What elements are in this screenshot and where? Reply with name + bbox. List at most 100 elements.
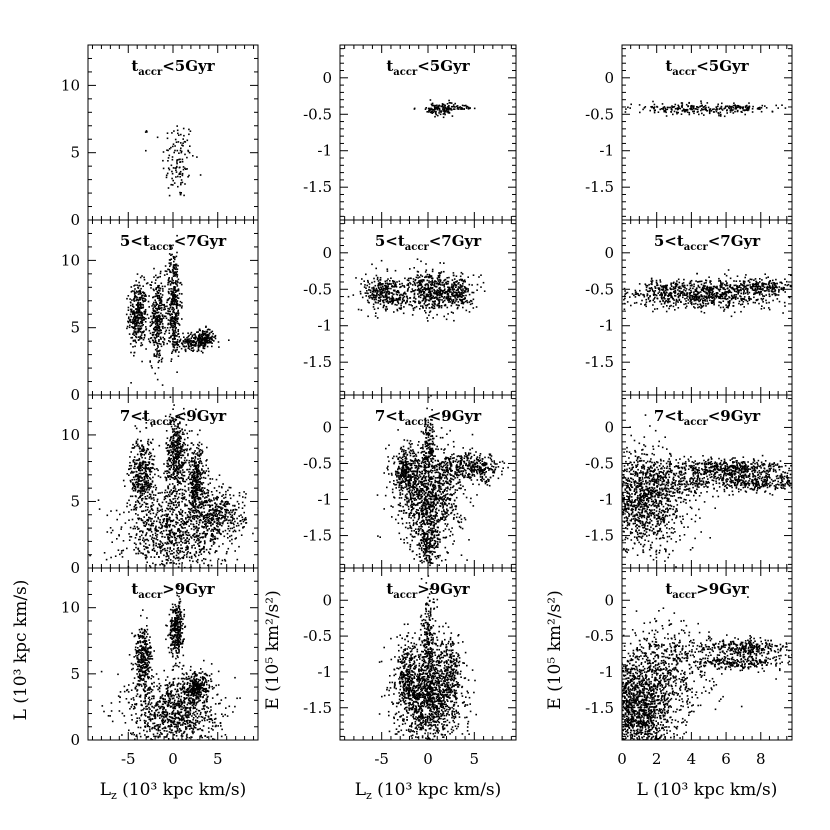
data-point bbox=[201, 502, 203, 504]
data-point bbox=[174, 263, 177, 266]
data-point bbox=[175, 322, 177, 324]
data-point bbox=[211, 504, 214, 506]
data-point bbox=[140, 311, 142, 314]
data-point bbox=[131, 313, 134, 315]
data-point bbox=[141, 464, 143, 467]
data-point bbox=[185, 490, 187, 493]
data-point bbox=[202, 346, 205, 348]
data-point bbox=[177, 426, 179, 429]
data-point bbox=[155, 322, 157, 325]
data-point bbox=[188, 341, 191, 344]
data-point bbox=[170, 572, 172, 574]
data-point bbox=[184, 625, 187, 628]
data-point bbox=[183, 496, 186, 498]
data-point bbox=[175, 657, 177, 660]
data-point bbox=[182, 498, 184, 500]
data-point bbox=[133, 300, 136, 302]
data-point bbox=[155, 488, 157, 491]
data-point bbox=[201, 339, 203, 342]
data-point bbox=[144, 474, 147, 477]
data-point bbox=[197, 515, 199, 518]
data-point bbox=[185, 549, 187, 551]
data-point bbox=[161, 722, 164, 724]
data-point bbox=[195, 461, 197, 463]
data-point bbox=[164, 265, 167, 267]
data-point bbox=[186, 156, 188, 159]
data-point bbox=[171, 298, 173, 300]
data-point bbox=[141, 661, 144, 663]
data-point bbox=[171, 172, 174, 175]
data-point bbox=[210, 545, 213, 547]
data-point bbox=[202, 532, 205, 535]
data-point bbox=[189, 491, 192, 494]
data-point bbox=[232, 509, 235, 511]
data-point bbox=[204, 340, 206, 342]
data-point bbox=[213, 487, 216, 489]
data-point bbox=[137, 484, 140, 487]
data-point bbox=[200, 338, 203, 340]
data-point bbox=[179, 438, 181, 440]
data-point bbox=[161, 319, 163, 321]
data-point bbox=[184, 539, 187, 541]
data-point bbox=[173, 346, 175, 348]
data-point bbox=[173, 182, 176, 184]
data-point bbox=[197, 496, 200, 499]
data-point bbox=[243, 491, 245, 493]
data-point bbox=[156, 701, 159, 703]
data-point bbox=[134, 646, 137, 649]
data-point bbox=[200, 443, 203, 446]
data-point bbox=[139, 538, 141, 541]
data-point bbox=[174, 644, 176, 646]
data-point bbox=[180, 142, 182, 144]
data-point bbox=[178, 645, 180, 647]
data-point bbox=[160, 359, 163, 361]
data-point bbox=[201, 462, 203, 465]
data-point bbox=[144, 657, 146, 659]
data-point bbox=[140, 487, 143, 490]
data-point bbox=[138, 284, 140, 287]
data-point bbox=[154, 516, 156, 518]
data-point bbox=[164, 476, 167, 479]
data-point bbox=[153, 344, 156, 346]
data-point bbox=[191, 476, 193, 479]
data-point bbox=[144, 650, 147, 652]
data-point bbox=[172, 338, 174, 341]
data-point bbox=[203, 558, 205, 560]
data-point bbox=[167, 283, 169, 286]
data-point bbox=[132, 461, 135, 463]
data-point bbox=[146, 625, 148, 627]
data-point bbox=[185, 531, 188, 533]
data-point bbox=[160, 309, 163, 311]
data-point bbox=[196, 464, 199, 466]
data-point bbox=[158, 317, 161, 319]
data-point bbox=[213, 336, 215, 338]
data-point bbox=[167, 524, 170, 526]
data-point bbox=[170, 313, 173, 315]
data-point bbox=[173, 630, 175, 632]
data-point bbox=[172, 456, 175, 458]
data-point bbox=[212, 536, 214, 538]
data-point bbox=[141, 312, 144, 314]
data-point bbox=[153, 355, 156, 357]
data-point bbox=[177, 457, 179, 459]
data-point bbox=[152, 463, 155, 466]
data-point bbox=[179, 598, 181, 600]
data-point bbox=[231, 516, 234, 519]
data-point bbox=[128, 654, 131, 656]
data-point bbox=[144, 300, 146, 302]
data-point bbox=[135, 328, 137, 330]
data-point bbox=[141, 652, 143, 654]
data-point bbox=[238, 545, 240, 548]
data-point bbox=[175, 167, 177, 169]
data-point bbox=[226, 500, 228, 503]
data-point bbox=[180, 536, 183, 538]
data-point bbox=[133, 635, 136, 638]
data-point bbox=[168, 332, 171, 334]
data-point bbox=[170, 262, 172, 264]
data-point bbox=[209, 482, 211, 484]
data-point bbox=[174, 557, 177, 560]
data-point bbox=[188, 721, 191, 724]
data-point bbox=[161, 320, 163, 323]
data-point bbox=[135, 543, 137, 546]
data-point bbox=[147, 687, 150, 690]
